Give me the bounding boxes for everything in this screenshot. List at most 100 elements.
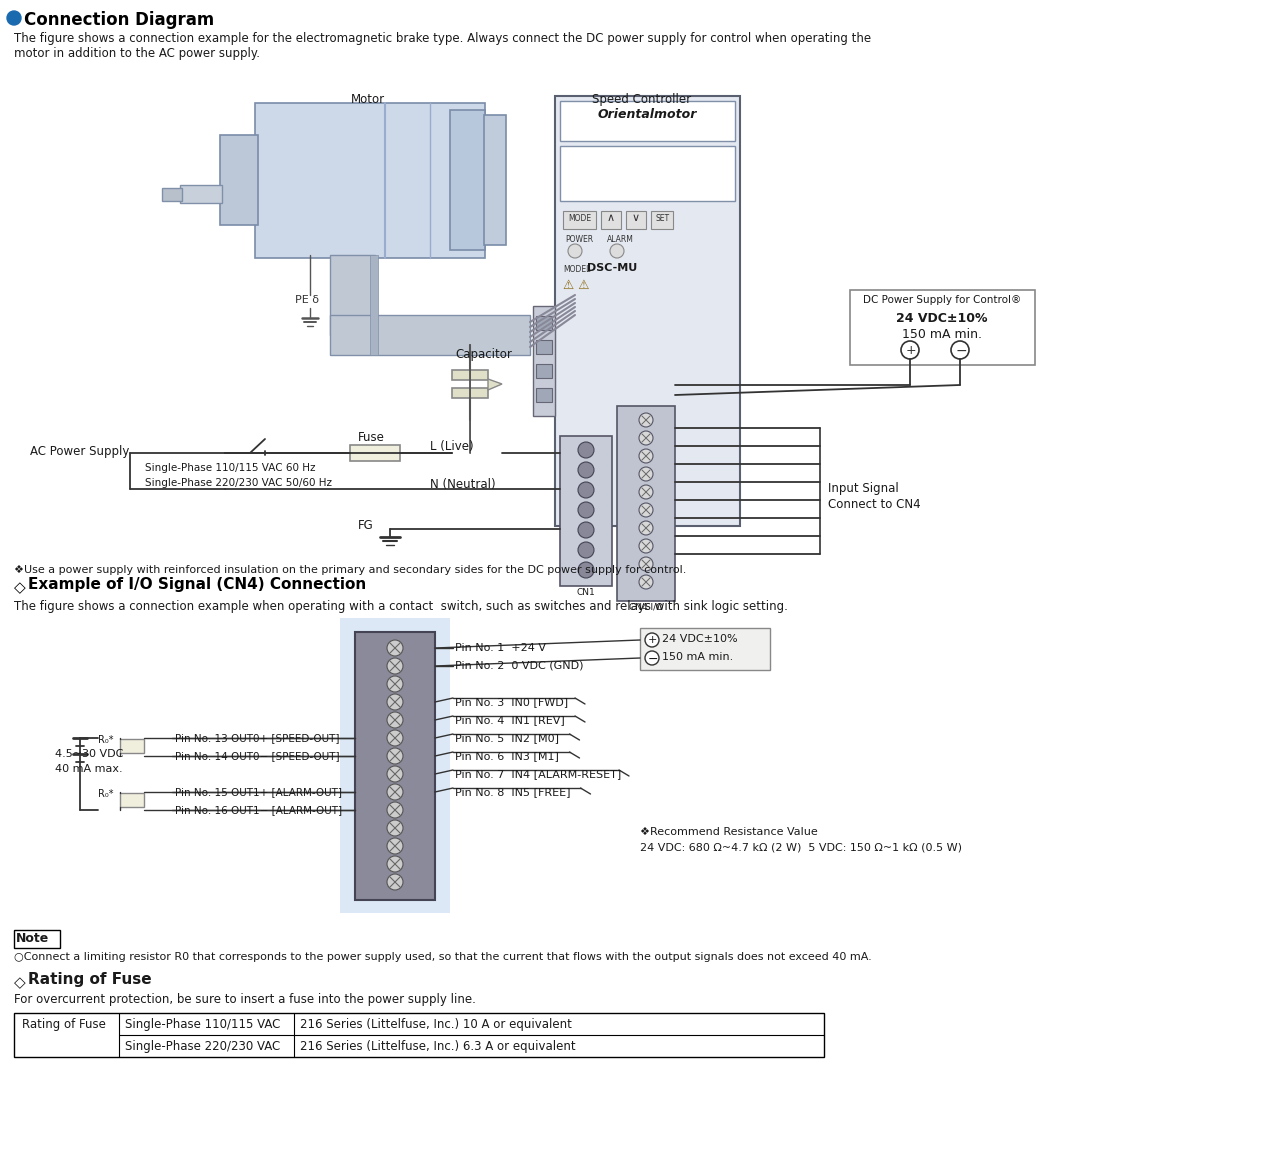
Bar <box>536 316 552 330</box>
Bar <box>180 185 221 204</box>
Bar <box>330 255 375 335</box>
Circle shape <box>387 658 403 675</box>
Circle shape <box>387 694 403 709</box>
Bar <box>452 370 488 380</box>
Text: Orientalmotor: Orientalmotor <box>598 108 696 121</box>
Bar <box>617 406 675 601</box>
Circle shape <box>387 820 403 836</box>
Text: Note: Note <box>15 932 49 946</box>
Text: Example of I/O Signal (CN4) Connection: Example of I/O Signal (CN4) Connection <box>28 577 366 592</box>
Text: 40 mA max.: 40 mA max. <box>55 764 123 775</box>
Circle shape <box>639 449 653 463</box>
Bar <box>163 188 182 201</box>
Bar <box>370 255 378 355</box>
Text: AC Power Supply: AC Power Supply <box>29 445 129 458</box>
Circle shape <box>579 442 594 458</box>
Text: Pin No. 1  +24 V: Pin No. 1 +24 V <box>454 643 547 652</box>
Text: Pin No. 8  IN5 [FREE]: Pin No. 8 IN5 [FREE] <box>454 787 571 797</box>
Text: DC Power Supply for Control®: DC Power Supply for Control® <box>863 295 1021 305</box>
Text: +: + <box>648 635 658 645</box>
Circle shape <box>387 875 403 890</box>
Circle shape <box>639 538 653 552</box>
Text: MODEL: MODEL <box>563 265 590 274</box>
Text: ○Connect a limiting resistor R0 that corresponds to the power supply used, so th: ○Connect a limiting resistor R0 that cor… <box>14 952 872 962</box>
Text: Single-Phase 110/115 VAC 60 Hz: Single-Phase 110/115 VAC 60 Hz <box>145 463 315 473</box>
Text: ∨: ∨ <box>632 213 640 223</box>
Text: Pin No. 7  IN4 [ALARM-RESET]: Pin No. 7 IN4 [ALARM-RESET] <box>454 769 621 779</box>
Bar <box>14 1013 824 1057</box>
Bar <box>484 115 506 245</box>
Circle shape <box>579 502 594 518</box>
Text: Speed Controller: Speed Controller <box>593 93 691 106</box>
Bar <box>536 364 552 378</box>
Circle shape <box>645 633 659 647</box>
Text: ❖Recommend Resistance Value: ❖Recommend Resistance Value <box>640 827 818 837</box>
Text: −: − <box>648 652 658 666</box>
Text: FG: FG <box>358 519 374 531</box>
Circle shape <box>579 522 594 538</box>
Bar <box>451 110 485 250</box>
Bar <box>120 793 143 807</box>
Circle shape <box>387 676 403 692</box>
Bar <box>532 306 556 416</box>
Text: motor in addition to the AC power supply.: motor in addition to the AC power supply… <box>14 47 260 60</box>
Text: Pin No. 16 OUT1− [ALARM-OUT]: Pin No. 16 OUT1− [ALARM-OUT] <box>175 805 342 815</box>
Circle shape <box>387 856 403 872</box>
Circle shape <box>901 341 919 359</box>
Circle shape <box>611 244 625 258</box>
Circle shape <box>639 557 653 571</box>
Circle shape <box>387 712 403 728</box>
Text: Pin No. 14 OUT0− [SPEED-OUT]: Pin No. 14 OUT0− [SPEED-OUT] <box>175 751 339 761</box>
Text: Connection Diagram: Connection Diagram <box>24 10 214 29</box>
Bar <box>536 340 552 354</box>
Bar <box>640 628 771 670</box>
Text: N (Neutral): N (Neutral) <box>430 478 495 491</box>
Circle shape <box>579 481 594 498</box>
Bar <box>563 211 596 229</box>
Bar <box>556 97 740 526</box>
Circle shape <box>579 462 594 478</box>
Bar <box>536 388 552 402</box>
Text: Pin No. 6  IN3 [M1]: Pin No. 6 IN3 [M1] <box>454 751 559 761</box>
Text: The figure shows a connection example when operating with a contact  switch, suc: The figure shows a connection example wh… <box>14 600 788 613</box>
Text: 150 mA min.: 150 mA min. <box>902 328 982 341</box>
Circle shape <box>387 640 403 656</box>
Text: CN1: CN1 <box>576 588 595 597</box>
Circle shape <box>579 562 594 578</box>
Text: Connect to CN4: Connect to CN4 <box>828 498 920 511</box>
Text: L (Live): L (Live) <box>430 440 474 454</box>
Circle shape <box>387 839 403 854</box>
Text: Pin No. 3  IN0 [FWD]: Pin No. 3 IN0 [FWD] <box>454 697 568 707</box>
Circle shape <box>639 575 653 588</box>
Bar <box>626 211 646 229</box>
Text: Single-Phase 220/230 VAC 50/60 Hz: Single-Phase 220/230 VAC 50/60 Hz <box>145 478 332 488</box>
Text: 24 VDC: 680 Ω~4.7 kΩ (2 W)  5 VDC: 150 Ω~1 kΩ (0.5 W): 24 VDC: 680 Ω~4.7 kΩ (2 W) 5 VDC: 150 Ω~… <box>640 842 963 852</box>
Text: Pin No. 4  IN1 [REV]: Pin No. 4 IN1 [REV] <box>454 715 564 725</box>
Circle shape <box>387 748 403 764</box>
Bar <box>452 388 488 398</box>
Text: CN4 I/O: CN4 I/O <box>628 602 663 612</box>
Text: SET: SET <box>655 214 669 223</box>
Text: ALARM: ALARM <box>607 235 634 244</box>
Text: 24 VDC±10%: 24 VDC±10% <box>896 312 988 324</box>
Text: R₀*: R₀* <box>99 789 114 799</box>
Bar <box>330 315 530 355</box>
Bar <box>255 104 485 258</box>
Bar <box>355 632 435 900</box>
Circle shape <box>6 10 20 24</box>
Text: ⚠ ⚠: ⚠ ⚠ <box>563 279 590 292</box>
Text: 4.5~30 VDC: 4.5~30 VDC <box>55 749 123 759</box>
Text: Rating of Fuse: Rating of Fuse <box>28 972 151 987</box>
Text: The figure shows a connection example for the electromagnetic brake type. Always: The figure shows a connection example fo… <box>14 33 872 45</box>
Circle shape <box>951 341 969 359</box>
Text: DSC-MU: DSC-MU <box>588 263 637 273</box>
Circle shape <box>639 413 653 427</box>
Text: ∧: ∧ <box>607 213 616 223</box>
Text: Rating of Fuse: Rating of Fuse <box>22 1018 106 1032</box>
Text: +: + <box>906 344 916 357</box>
Circle shape <box>639 504 653 518</box>
Polygon shape <box>488 379 502 390</box>
Text: ◇: ◇ <box>14 580 26 595</box>
Text: R₀*: R₀* <box>99 735 114 745</box>
Circle shape <box>387 730 403 745</box>
